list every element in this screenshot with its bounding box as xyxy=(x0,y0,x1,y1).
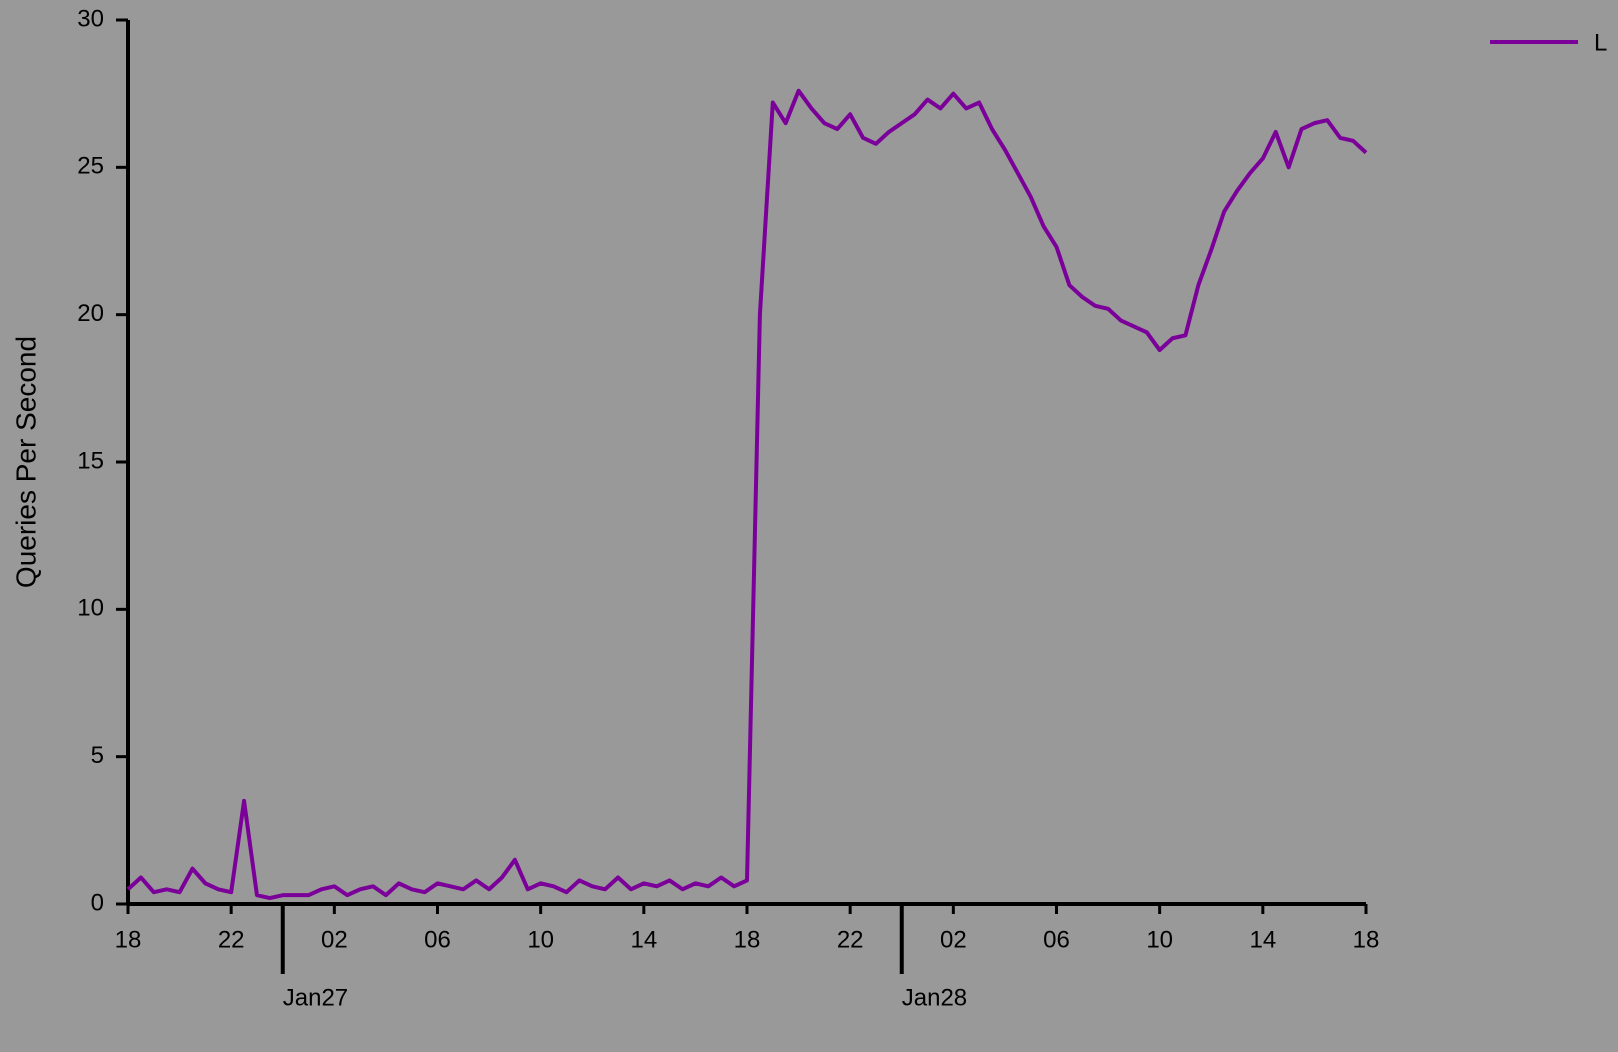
day-tick-label: Jan28 xyxy=(902,984,967,1011)
x-tick-label: 22 xyxy=(837,926,864,953)
x-tick-label: 02 xyxy=(321,926,348,953)
data-line xyxy=(126,88,1368,901)
y-tick-label: 25 xyxy=(77,153,104,180)
x-tick-label: 06 xyxy=(424,926,451,953)
y-tick-label: 5 xyxy=(91,742,104,769)
x-tick-label: 18 xyxy=(734,926,761,953)
x-tick-label: 10 xyxy=(527,926,554,953)
y-tick-label: 30 xyxy=(77,5,104,32)
y-tick-label: 10 xyxy=(77,595,104,622)
x-tick-label: 18 xyxy=(1353,926,1380,953)
legend-label: L xyxy=(1594,29,1607,56)
x-tick-label: 02 xyxy=(940,926,967,953)
x-tick-label: 14 xyxy=(1249,926,1276,953)
x-tick-label: 06 xyxy=(1043,926,1070,953)
y-tick-label: 15 xyxy=(77,447,104,474)
y-tick-label: 0 xyxy=(91,889,104,916)
y-axis-label: Queries Per Second xyxy=(10,336,41,588)
x-tick-label: 14 xyxy=(630,926,657,953)
x-tick-label: 18 xyxy=(115,926,142,953)
y-tick-label: 20 xyxy=(77,300,104,327)
day-tick-label: Jan27 xyxy=(283,984,348,1011)
x-tick-label: 10 xyxy=(1146,926,1173,953)
x-tick-label: 22 xyxy=(218,926,245,953)
